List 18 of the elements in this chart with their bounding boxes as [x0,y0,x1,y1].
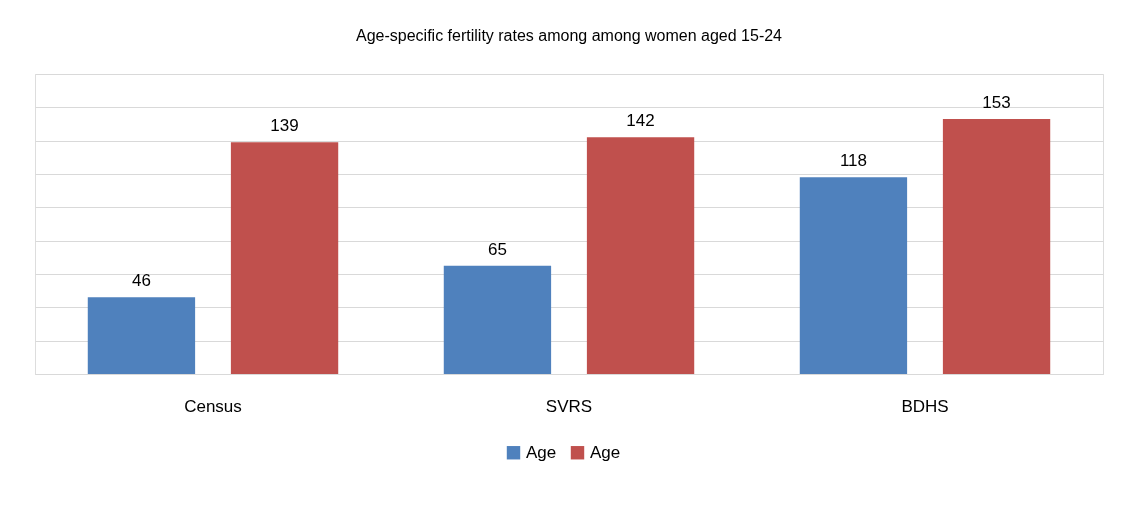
bar [87,297,196,374]
data-label: 118 [839,151,867,171]
legend-label: Age [590,442,621,462]
bar [799,177,908,374]
x-tick-label: BDHS [901,396,949,416]
chart-title: Age-specific fertility rates among among women aged 15-24 [356,27,783,44]
bar [586,137,695,374]
x-tick-label: SVRS [545,396,593,416]
bar [942,119,1051,374]
data-label: 139 [270,116,299,136]
x-tick-label: Census [184,396,242,416]
data-label: 142 [626,111,655,131]
data-label: 65 [487,239,507,259]
data-label: 46 [131,271,151,291]
data-label: 153 [982,93,1011,112]
legend-label: Age [526,442,557,462]
bar [443,265,552,374]
bar [230,142,339,374]
